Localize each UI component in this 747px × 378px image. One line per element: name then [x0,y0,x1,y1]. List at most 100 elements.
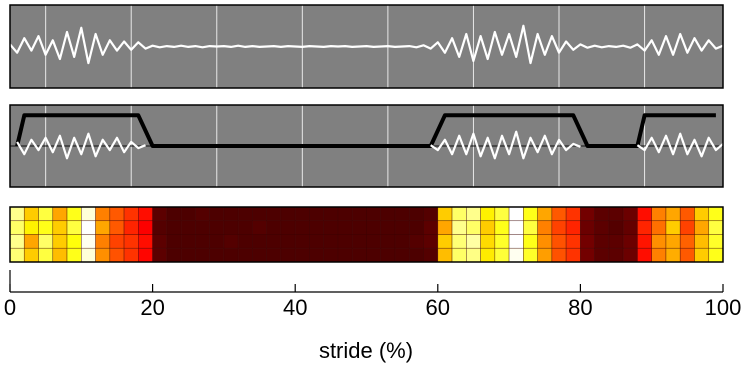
heat-cell [237,234,253,249]
heat-cell [380,206,396,222]
heat-cell [565,247,581,263]
heat-cell [309,234,325,249]
heat-cell [237,220,253,235]
heat-cell [394,247,410,263]
heat-cell [294,220,310,235]
heat-cell [565,234,581,249]
heat-cell [337,247,353,263]
heat-cell [294,247,310,263]
heat-cell [508,234,524,249]
heat-cell [508,220,524,235]
x-tick-label: 40 [283,295,307,320]
heat-cell [594,234,610,249]
heat-cell [152,206,168,222]
heat-cell [123,220,139,235]
heat-cell [66,206,82,222]
heat-cell [166,234,182,249]
heat-cell [423,206,439,222]
x-tick-label: 80 [568,295,592,320]
heat-cell [480,206,496,222]
x-tick-label: 20 [140,295,164,320]
heat-cell [537,220,553,235]
heat-cell [551,247,567,263]
heat-cell [494,220,510,235]
heat-cell [323,247,339,263]
heat-cell [480,234,496,249]
heat-cell [480,247,496,263]
heat-cell [694,206,710,222]
heat-cell [437,247,453,263]
heat-cell [9,234,25,249]
heat-cell [223,220,239,235]
heat-cell [565,206,581,222]
heat-cell [109,247,125,263]
heat-cell [408,247,424,263]
heat-cell [480,220,496,235]
signal-line [9,24,724,65]
heat-cell [637,247,653,263]
x-axis-label: stride (%) [319,338,413,363]
heat-cell [280,234,296,249]
heat-cell [252,247,267,263]
heat-cell [608,220,624,235]
heat-cell [123,234,139,249]
heat-cell [665,220,681,235]
panel-border [9,4,724,89]
heat-cell [95,234,111,249]
heat-cell [252,206,267,222]
heat-cell [166,206,182,222]
heat-cell [280,220,296,235]
heat-cell [180,206,196,222]
heat-cell [351,206,367,222]
heat-cell [109,206,125,222]
heat-cell [38,206,54,222]
heat-cell [209,220,225,235]
heat-cell [466,206,481,222]
heat-cell [166,247,182,263]
heat-cell [309,247,325,263]
heat-cell [337,234,353,249]
heat-cell [637,220,653,235]
heat-cell [195,206,210,222]
heat-cell [537,234,553,249]
heat-cell [223,247,239,263]
heat-cell [708,220,724,235]
heat-cell [52,234,68,249]
heat-cell [138,220,153,235]
heat-cell [337,206,353,222]
heat-cell [123,247,139,263]
heat-cell [679,234,695,249]
heat-cell [451,234,467,249]
heat-cell [366,234,382,249]
heat-cell [309,220,325,235]
heat-cell [665,247,681,263]
heat-cell [494,247,510,263]
heat-cell [209,234,225,249]
heat-cell [109,220,125,235]
heat-cell [408,234,424,249]
panel-border [9,206,724,263]
heat-cell [608,247,624,263]
heat-cell [280,247,296,263]
heat-cell [9,247,25,263]
heat-cell [52,206,68,222]
heat-cell [551,220,567,235]
heat-cell [366,247,382,263]
heat-cell [323,234,339,249]
heat-cell [437,206,453,222]
heat-cell [209,206,225,222]
heat-cell [252,234,267,249]
heat-cell [580,234,595,249]
heat-cell [608,206,624,222]
heat-cell [523,206,538,222]
heat-cell [580,220,595,235]
heat-cell [66,220,82,235]
heat-cell [66,247,82,263]
heat-cell [451,220,467,235]
heat-cell [708,247,724,263]
heat-cell [394,206,410,222]
heat-cell [523,234,538,249]
heat-cell [580,247,595,263]
heat-cell [537,247,553,263]
heat-cell [223,206,239,222]
